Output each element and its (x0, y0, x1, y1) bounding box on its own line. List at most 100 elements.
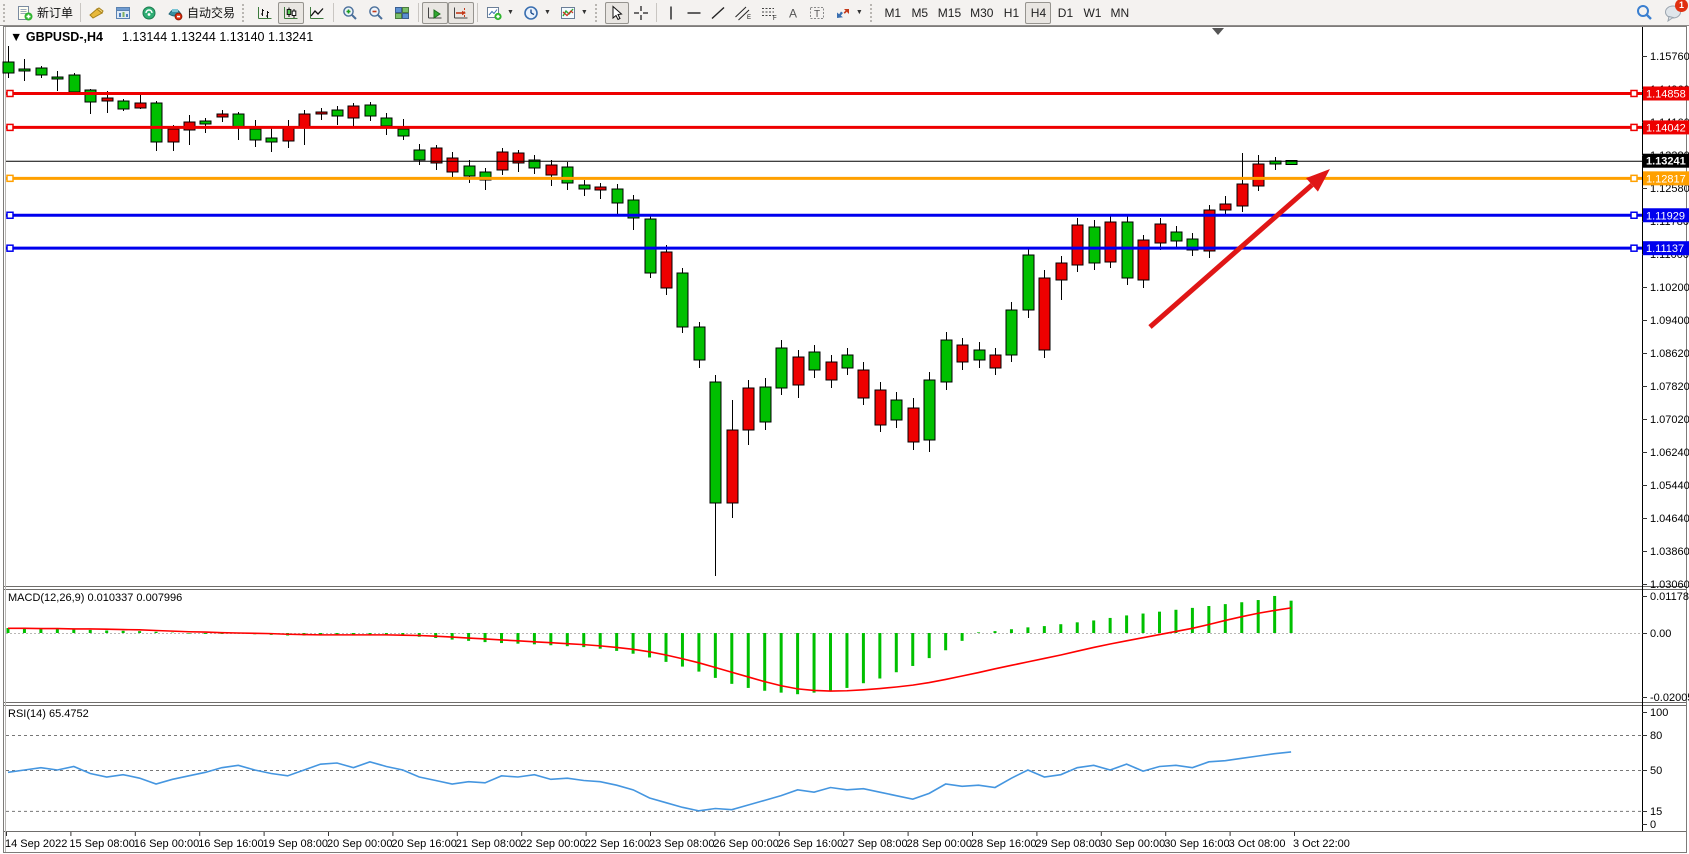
timeframe-m30[interactable]: M30 (966, 2, 997, 24)
new-chart-button[interactable]: ▼ (481, 2, 518, 24)
level-price-tag (1643, 241, 1689, 256)
text-button[interactable]: A (782, 2, 804, 24)
separator (655, 3, 657, 22)
tile-windows-button[interactable] (389, 2, 415, 24)
toolbar-drag-handle[interactable] (594, 3, 601, 22)
svg-text:1.05440: 1.05440 (1650, 480, 1689, 492)
new-chart-icon (487, 6, 502, 20)
svg-text:A: A (789, 6, 797, 20)
level-price-tag (1643, 120, 1689, 135)
charts-button[interactable] (110, 2, 136, 24)
bar-chart-button[interactable] (252, 2, 278, 24)
timeframe-m1[interactable]: M1 (880, 2, 906, 24)
zoom-in-button[interactable] (337, 2, 363, 24)
crosshair-button[interactable] (629, 2, 653, 24)
zoom-out-button[interactable] (363, 2, 389, 24)
arrows-tool-button[interactable]: ▼ (830, 2, 867, 24)
text-label-button[interactable]: T (804, 2, 830, 24)
svg-text:50: 50 (1650, 765, 1662, 777)
rsi-panel: 100 80 50 150 RSI(14) 65.4752 (6, 707, 1668, 831)
equidistant-channel-button[interactable]: E (730, 2, 756, 24)
line-anchor-handle (1630, 174, 1638, 183)
periods-button[interactable]: ▼ (518, 2, 555, 24)
timeframe-m5[interactable]: M5 (907, 2, 933, 24)
equidistant-channel-icon: E (734, 6, 751, 21)
separator (333, 3, 335, 22)
tile-windows-icon (395, 6, 410, 19)
toolbar-right: 1 (1631, 0, 1688, 24)
svg-text:29 Sep 08:00: 29 Sep 08:00 (1035, 838, 1100, 850)
level-price-tag (1643, 86, 1689, 101)
timeframe-mn[interactable]: MN (1106, 2, 1133, 24)
clock-icon (524, 5, 538, 20)
cursor-button[interactable] (604, 1, 629, 24)
line-chart-button[interactable] (304, 2, 330, 24)
svg-text:80: 80 (1650, 730, 1662, 742)
new-order-label: 新订单 (37, 6, 74, 20)
notifications-button[interactable]: 1 (1663, 0, 1688, 22)
community-button[interactable] (136, 2, 162, 24)
indicators-button[interactable]: ▼ (555, 2, 592, 24)
svg-text:1.12580: 1.12580 (1650, 183, 1689, 195)
sounds-button[interactable] (84, 2, 110, 24)
svg-text:20 Sep 16:00: 20 Sep 16:00 (391, 838, 456, 850)
new-order-button[interactable]: 新订单 (13, 2, 77, 24)
svg-text:28 Sep 00:00: 28 Sep 00:00 (907, 838, 972, 850)
line-anchor-handle (1630, 123, 1638, 132)
symbol-title: ▼ GBPUSD-,H4 (10, 30, 103, 44)
toolbar-drag-handle[interactable] (869, 3, 876, 22)
svg-text:28 Sep 16:00: 28 Sep 16:00 (971, 838, 1036, 850)
svg-text:1.04640: 1.04640 (1650, 513, 1689, 525)
fibonacci-button[interactable]: F (756, 2, 782, 24)
timeframe-m15[interactable]: M15 (934, 2, 965, 24)
svg-text:15: 15 (1650, 806, 1662, 818)
support-resistance-lines[interactable]: 1.14858 1.14042 1.12817 1.11929 1.11137 (6, 86, 1689, 256)
svg-text:0.011784: 0.011784 (1650, 591, 1689, 603)
toolbar-drag-handle[interactable] (3, 3, 9, 22)
chart-shift-marker[interactable] (1212, 28, 1224, 35)
timeframe-w1[interactable]: W1 (1079, 2, 1105, 24)
horizontal-line-icon (687, 11, 701, 14)
chart-shift-button[interactable] (448, 1, 475, 24)
line-anchor-handle (6, 123, 14, 132)
separator (80, 3, 82, 22)
auto-scroll-button[interactable] (422, 1, 449, 24)
svg-text:22 Sep 16:00: 22 Sep 16:00 (585, 838, 650, 850)
horizontal-line-button[interactable] (682, 2, 706, 24)
svg-text:16 Sep 00:00: 16 Sep 00:00 (134, 838, 199, 850)
trendline-button[interactable] (706, 2, 730, 24)
line-anchor-handle (6, 174, 14, 183)
search-icon (1637, 5, 1652, 20)
svg-text:15 Sep 08:00: 15 Sep 08:00 (69, 838, 134, 850)
dropdown-caret-icon: ▼ (580, 9, 588, 16)
svg-text:1.10200: 1.10200 (1650, 282, 1689, 294)
svg-text:1.14858: 1.14858 (1646, 88, 1686, 100)
rsi-label: RSI(14) 65.4752 (8, 708, 89, 720)
svg-text:1.13241: 1.13241 (1646, 156, 1686, 168)
toolbar-drag-handle[interactable] (242, 3, 248, 22)
line-anchor-handle (1630, 211, 1638, 220)
timeframe-h4[interactable]: H4 (1025, 1, 1052, 24)
timeframe-d1[interactable]: D1 (1052, 2, 1078, 24)
timeframe-h1[interactable]: H1 (998, 2, 1024, 24)
trend-arrow[interactable] (1148, 169, 1330, 329)
autotrading-icon (168, 8, 183, 20)
autotrading-button[interactable]: 自动交易 (162, 2, 239, 24)
dropdown-caret-icon: ▼ (507, 9, 514, 16)
auto-scroll-icon (428, 7, 442, 19)
vertical-line-button[interactable] (660, 2, 682, 24)
separator (418, 3, 420, 22)
line-anchor-handle (1630, 89, 1638, 98)
candlestick-chart-button[interactable] (278, 1, 305, 24)
chart-title: ▼ GBPUSD-,H4 1.13144 1.13244 1.13140 1.13… (10, 30, 313, 44)
svg-text:3 Oct 22:00: 3 Oct 22:00 (1293, 838, 1350, 850)
candles-layer (2, 46, 1298, 577)
svg-text:26 Sep 00:00: 26 Sep 00:00 (713, 838, 778, 850)
bar-chart-icon (258, 6, 272, 19)
timeframe-group: M1 M5 M15 M30 H1 H4 D1 W1 MN (880, 1, 1133, 24)
search-button[interactable] (1631, 2, 1657, 24)
svg-text:1.07820: 1.07820 (1650, 381, 1689, 393)
svg-text:19 Sep 08:00: 19 Sep 08:00 (263, 838, 328, 850)
